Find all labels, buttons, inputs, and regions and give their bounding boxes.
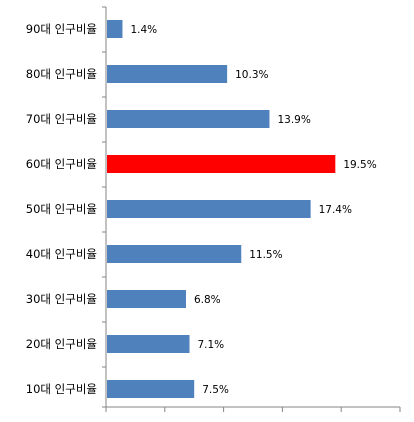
value-label: 13.9% <box>277 114 310 126</box>
category-label: 40대 인구비율 <box>26 247 97 261</box>
bar <box>107 290 186 308</box>
category-label: 90대 인구비율 <box>26 22 97 36</box>
bar <box>107 65 228 83</box>
category-label: 70대 인구비율 <box>26 112 97 126</box>
value-label: 1.4% <box>130 24 157 36</box>
bar <box>107 380 195 398</box>
value-label: 11.5% <box>249 249 282 261</box>
value-label: 7.5% <box>202 384 229 396</box>
bar-highlighted <box>107 155 336 173</box>
category-label: 80대 인구비율 <box>26 67 97 81</box>
value-label: 10.3% <box>235 69 268 81</box>
bar <box>107 20 123 38</box>
value-label: 17.4% <box>319 204 352 216</box>
bar <box>107 200 311 218</box>
value-label: 6.8% <box>194 294 221 306</box>
category-label: 30대 인구비율 <box>26 292 97 306</box>
value-label: 19.5% <box>343 159 376 171</box>
bar <box>107 335 190 353</box>
bars-layer <box>107 20 336 398</box>
bar <box>107 245 242 263</box>
axis-layer <box>102 6 401 412</box>
category-label: 50대 인구비율 <box>26 202 97 216</box>
category-label: 60대 인구비율 <box>26 157 97 171</box>
value-label: 7.1% <box>197 339 224 351</box>
category-labels-layer: 90대 인구비율 80대 인구비율 70대 인구비율 60대 인구비율 50대 인구비율… <box>26 22 97 396</box>
category-label: 20대 인구비율 <box>26 337 97 351</box>
bar <box>107 110 270 128</box>
category-label: 10대 인구비율 <box>26 382 97 396</box>
value-labels-layer: 1.4% 10.3% 13.9% 19.5% 17.4% 11.5% 6.8% 7.1% 7.5… <box>130 24 376 396</box>
